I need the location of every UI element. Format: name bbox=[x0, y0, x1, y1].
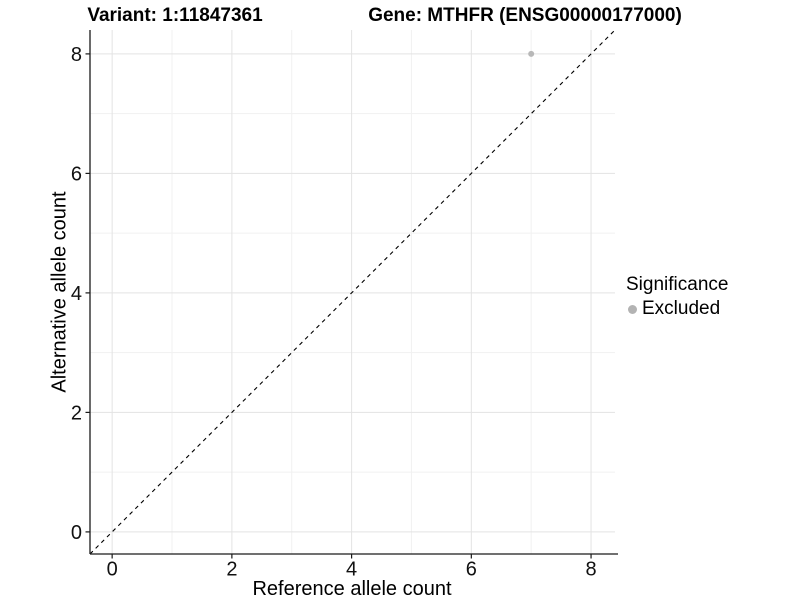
y-tick-label: 6 bbox=[71, 163, 82, 185]
x-tick-label: 8 bbox=[585, 559, 596, 581]
y-tick-label: 0 bbox=[71, 522, 82, 544]
legend-title: Significance bbox=[626, 274, 729, 295]
plot-title-gene: Gene: MTHFR (ENSG00000177000) bbox=[368, 5, 682, 26]
legend-item-label: Excluded bbox=[642, 298, 721, 319]
excluded-point-icon bbox=[628, 304, 637, 314]
x-tick-label: 4 bbox=[346, 559, 357, 581]
x-axis-title: Reference allele count bbox=[252, 578, 452, 600]
y-axis-title: Alternative allele count bbox=[48, 191, 71, 393]
y-tick-label: 2 bbox=[71, 402, 82, 424]
y-tick-label: 8 bbox=[71, 44, 82, 66]
x-tick-label: 6 bbox=[466, 559, 477, 581]
x-tick-label: 0 bbox=[107, 559, 118, 581]
x-tick-label: 2 bbox=[226, 559, 237, 581]
legend: Significance Excluded bbox=[626, 274, 728, 320]
plot-title-variant: Variant: 1:11847361 bbox=[87, 5, 263, 26]
y-tick-label: 4 bbox=[71, 283, 82, 305]
identity-line bbox=[89, 29, 616, 555]
data-point bbox=[528, 50, 535, 57]
legend-item-excluded: Excluded bbox=[628, 298, 728, 320]
